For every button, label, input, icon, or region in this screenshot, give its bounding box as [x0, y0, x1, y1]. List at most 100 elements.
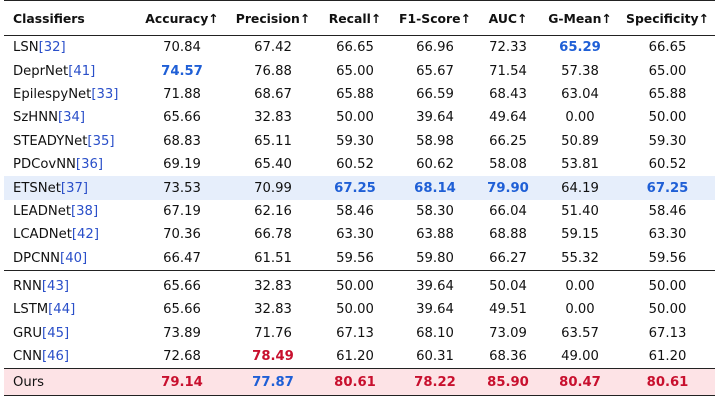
classifier-name-cell: EpilespyNet[33] [4, 83, 134, 106]
citation-link[interactable]: [45] [42, 325, 70, 341]
metric-value-cell: 76.88 [254, 63, 292, 79]
metric-value-cell: 70.84 [163, 40, 201, 56]
metric-value-cell: 65.66 [163, 302, 201, 318]
citation-link[interactable]: [43] [41, 279, 69, 295]
metric-value-cell: 62.16 [254, 203, 292, 219]
header-auc: AUC↑ [488, 10, 528, 26]
metric-value-cell: 58.08 [489, 157, 527, 173]
metric-value-cell: 58.98 [416, 133, 454, 149]
citation-link[interactable]: [42] [71, 227, 99, 243]
metric-value-cell: 60.52 [648, 157, 687, 173]
header-classifiers: Classifiers [13, 10, 85, 26]
citation-link[interactable]: [40] [60, 250, 88, 266]
classifier-name: EpilespyNet [13, 86, 92, 102]
metric-value-cell: 39.64 [416, 302, 454, 318]
citation-link[interactable]: [36] [75, 157, 103, 173]
metric-value-cell: 0.00 [565, 279, 595, 295]
metric-value-cell: 53.81 [561, 157, 599, 173]
metric-value-cell: 72.68 [163, 349, 201, 365]
metric-value-cell: 50.00 [648, 302, 687, 318]
classifier-name: LSN [13, 40, 39, 56]
metric-value-cell: 65.40 [254, 157, 292, 173]
classifier-name: RNN [13, 279, 42, 295]
metric-value-cell: 57.38 [561, 63, 599, 79]
metric-value-cell: 32.83 [254, 279, 292, 295]
table-row: SzHNN[34] 65.66 32.83 50.00 39.64 49.64 0.00 50… [4, 106, 715, 129]
table-row: PDCovNN[36] 69.19 65.40 60.52 60.62 58.08 53.8… [4, 153, 715, 176]
header-specificity: Specificity↑ [626, 10, 709, 26]
metric-value-cell: 68.36 [489, 349, 527, 365]
metric-value-cell: 61.20 [648, 349, 687, 365]
citation-link[interactable]: [37] [60, 180, 88, 196]
metric-value-cell: 49.51 [489, 302, 527, 318]
classifier-name-cell: Ours [4, 368, 134, 396]
metric-value-cell: 66.78 [254, 227, 292, 243]
metric-value-cell: 66.27 [489, 250, 527, 266]
metric-value-cell: 58.30 [416, 203, 454, 219]
metric-value-cell: 77.87 [230, 368, 316, 396]
metric-value-cell: 71.76 [254, 325, 292, 341]
metric-value-cell: 79.14 [134, 368, 230, 396]
citation-link[interactable]: [33] [91, 86, 119, 102]
citation-link[interactable]: [34] [57, 110, 86, 126]
metric-value-cell: 80.61 [620, 368, 715, 396]
metric-value-cell: 65.11 [254, 133, 292, 149]
metric-value-cell: 78.49 [252, 349, 294, 365]
metric-value-cell: 63.88 [416, 227, 454, 243]
citation-link[interactable]: [35] [87, 133, 115, 149]
metric-value-cell: 59.15 [561, 227, 599, 243]
classifier-name-cell: LSN[32] [4, 36, 134, 60]
citation-link[interactable]: [41] [68, 63, 96, 79]
classifier-name: STEADYNet [13, 133, 88, 149]
classifier-name: Ours [13, 374, 45, 390]
citation-link[interactable]: [38] [71, 203, 99, 219]
classifier-name-cell: STEADYNet[35] [4, 130, 134, 153]
metric-value-cell: 65.66 [163, 279, 201, 295]
metric-value-cell: 55.32 [561, 250, 599, 266]
metric-value-cell: 58.46 [648, 203, 687, 219]
metric-value-cell: 50.04 [489, 279, 527, 295]
metric-value-cell: 39.64 [416, 279, 454, 295]
classifier-name-cell: SzHNN[34] [4, 106, 134, 129]
metric-value-cell: 61.51 [254, 250, 292, 266]
citation-link[interactable]: [32] [38, 40, 66, 56]
metric-value-cell: 63.30 [336, 227, 374, 243]
citation-link[interactable]: [44] [48, 302, 76, 318]
classifier-name-cell: LEADNet[38] [4, 200, 134, 223]
classifier-name-cell: LSTM[44] [4, 298, 134, 321]
metric-value-cell: 67.25 [316, 176, 394, 200]
metric-value-cell: 66.96 [416, 40, 454, 56]
metric-value-cell: 68.83 [163, 133, 201, 149]
metric-value-cell: 65.67 [416, 63, 454, 79]
metric-value-cell: 50.89 [561, 133, 599, 149]
table-row: RNN[43] 65.66 32.83 50.00 39.64 50.04 0.00 50.0… [4, 270, 715, 298]
metric-value-cell: 66.47 [163, 250, 201, 266]
table-row: LSTM[44] 65.66 32.83 50.00 39.64 49.51 0.00 50.… [4, 298, 715, 321]
metric-value-cell: 67.19 [163, 203, 201, 219]
metric-value-cell: 65.29 [559, 40, 601, 56]
table-row: STEADYNet[35] 68.83 65.11 59.30 58.98 66.25 50… [4, 130, 715, 153]
citation-link[interactable]: [46] [41, 349, 70, 365]
classifier-name: CNN [13, 349, 42, 365]
classifier-name-cell: DeprNet[41] [4, 59, 134, 82]
classifier-name: DPCNN [13, 250, 61, 266]
metric-value-cell: 68.14 [394, 176, 476, 200]
metric-value-cell: 67.42 [254, 40, 292, 56]
metric-value-cell: 50.00 [336, 110, 374, 126]
classifier-name: LCADNet [13, 227, 72, 243]
metric-value-cell: 63.30 [648, 227, 687, 243]
metric-value-cell: 65.88 [648, 86, 687, 102]
classifier-name-cell: RNN[43] [4, 270, 134, 298]
metric-value-cell: 60.31 [416, 349, 454, 365]
metric-value-cell: 68.10 [416, 325, 454, 341]
metric-value-cell: 68.67 [254, 86, 292, 102]
metric-value-cell: 63.57 [561, 325, 599, 341]
metric-value-cell: 68.43 [489, 86, 527, 102]
metric-value-cell: 59.56 [648, 250, 687, 266]
metric-value-cell: 39.64 [416, 110, 454, 126]
metric-value-cell: 80.47 [540, 368, 620, 396]
classifier-name: LSTM [13, 302, 49, 318]
table-row: EpilespyNet[33] 71.88 68.67 65.88 66.59 68.43… [4, 83, 715, 106]
table-row: Ours 79.14 77.87 80.61 78.22 85.90 80.47 80.61 [4, 368, 715, 396]
